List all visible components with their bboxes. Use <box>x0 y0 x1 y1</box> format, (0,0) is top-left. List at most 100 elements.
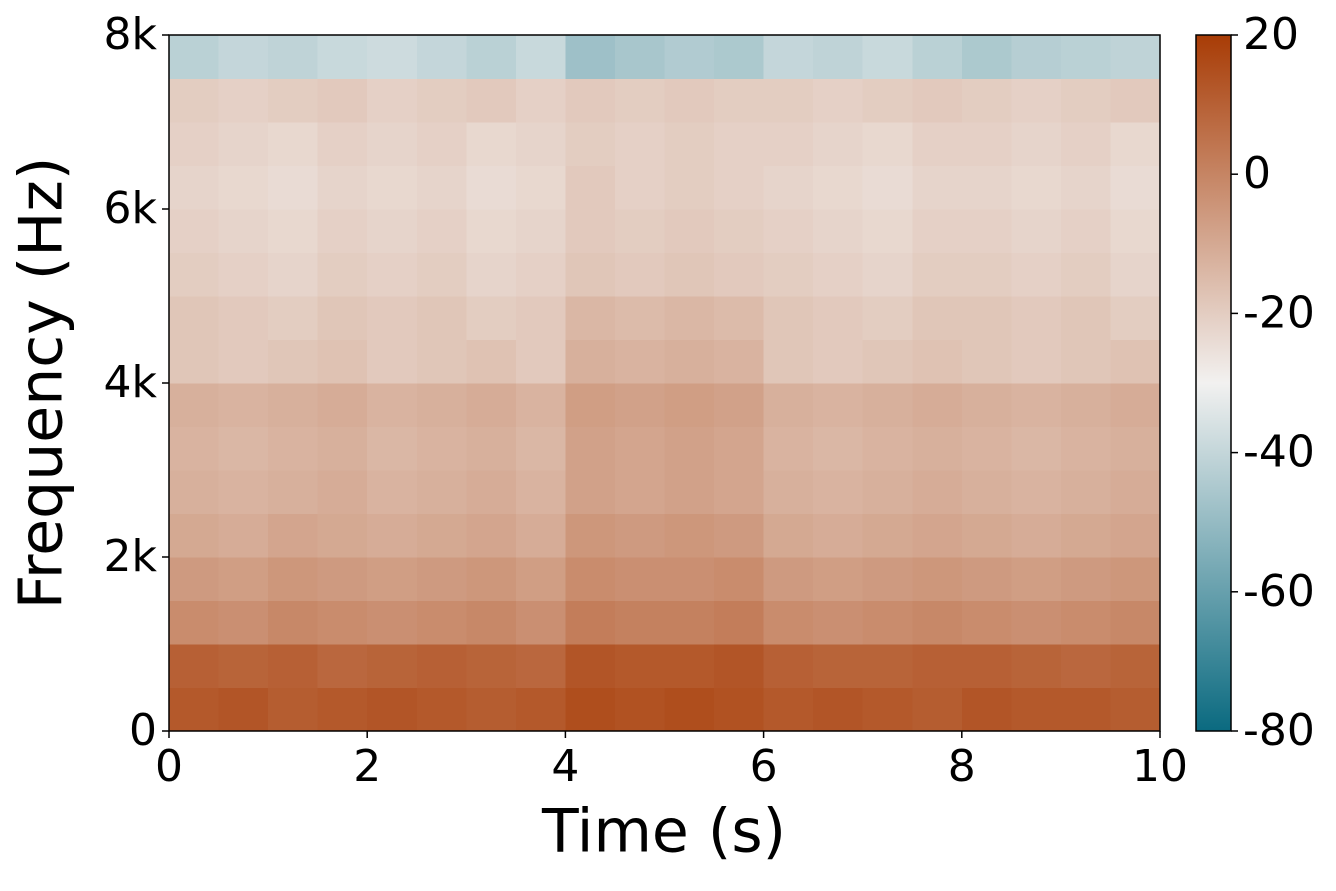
cell <box>912 165 963 210</box>
cell <box>218 644 269 688</box>
cell <box>912 339 963 384</box>
cell <box>1060 513 1111 558</box>
colorbar-tick-label: 20 <box>1243 9 1299 60</box>
cell <box>1060 383 1111 427</box>
cell <box>763 513 814 558</box>
cell <box>664 426 715 471</box>
cell <box>763 296 814 340</box>
cell <box>515 252 566 297</box>
cell <box>763 252 814 297</box>
cell <box>1060 557 1111 601</box>
cell <box>961 296 1012 340</box>
cell <box>614 165 665 210</box>
cell <box>367 252 418 297</box>
cell <box>912 252 963 297</box>
cell <box>317 687 368 732</box>
cell <box>763 687 814 732</box>
cell <box>268 296 319 340</box>
cell <box>466 557 517 601</box>
cell <box>714 78 765 123</box>
cell <box>1011 687 1062 732</box>
cell <box>416 252 467 297</box>
cell <box>1011 513 1062 558</box>
cell <box>218 78 269 123</box>
cell <box>664 470 715 514</box>
cell <box>416 513 467 558</box>
cell <box>912 557 963 601</box>
cell <box>862 165 913 210</box>
cell <box>714 383 765 427</box>
cell <box>169 687 220 732</box>
cell <box>763 426 814 471</box>
y-tick-label: 6k <box>104 183 158 234</box>
cell <box>367 687 418 732</box>
cell <box>565 78 616 123</box>
cell <box>416 383 467 427</box>
cell <box>664 513 715 558</box>
cell <box>1011 252 1062 297</box>
cell <box>169 600 220 645</box>
cell <box>1060 122 1111 166</box>
cell <box>862 339 913 384</box>
x-tick-label: 8 <box>948 741 976 792</box>
cell <box>1060 687 1111 732</box>
cell <box>565 165 616 210</box>
cell <box>961 165 1012 210</box>
cell <box>466 165 517 210</box>
cell <box>664 296 715 340</box>
cell <box>317 383 368 427</box>
cell <box>218 122 269 166</box>
colorbar-tick-label: -60 <box>1243 566 1315 617</box>
cell <box>565 35 616 79</box>
cell <box>416 35 467 79</box>
cell <box>1110 383 1161 427</box>
cell <box>218 687 269 732</box>
cell <box>912 122 963 166</box>
cell <box>664 122 715 166</box>
cell <box>1110 687 1161 732</box>
cell <box>664 78 715 123</box>
cell <box>466 644 517 688</box>
cell <box>614 122 665 166</box>
cell <box>416 339 467 384</box>
cell <box>268 165 319 210</box>
cell <box>367 600 418 645</box>
cell <box>317 165 368 210</box>
cell <box>813 557 864 601</box>
cell <box>268 78 319 123</box>
cell <box>961 557 1012 601</box>
cell <box>268 35 319 79</box>
cell <box>912 383 963 427</box>
cell <box>416 557 467 601</box>
cell <box>367 296 418 340</box>
cell <box>763 339 814 384</box>
cell <box>565 687 616 732</box>
cell <box>714 470 765 514</box>
cell <box>813 644 864 688</box>
cell <box>1060 600 1111 645</box>
cell <box>961 426 1012 471</box>
cell <box>614 470 665 514</box>
cell <box>515 35 566 79</box>
cell <box>763 35 814 79</box>
cell <box>1011 600 1062 645</box>
cell <box>912 600 963 645</box>
cell <box>614 35 665 79</box>
cell <box>466 35 517 79</box>
cell <box>1110 122 1161 166</box>
cell <box>614 209 665 253</box>
cell <box>268 470 319 514</box>
cell <box>862 470 913 514</box>
cell <box>763 165 814 210</box>
cell <box>714 426 765 471</box>
y-tick-label: 4k <box>104 357 158 408</box>
cell <box>862 252 913 297</box>
cell <box>961 644 1012 688</box>
cell <box>1011 383 1062 427</box>
cell <box>416 296 467 340</box>
cell <box>317 557 368 601</box>
cell <box>1110 426 1161 471</box>
cell <box>1110 296 1161 340</box>
x-tick-label: 6 <box>750 741 778 792</box>
